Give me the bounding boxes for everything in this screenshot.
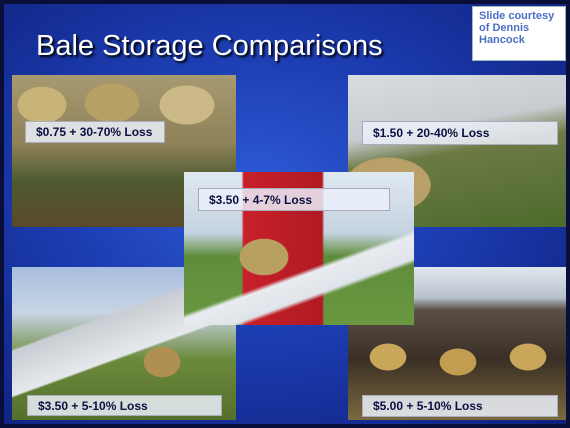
photo-label: $1.50 + 20-40% Loss <box>362 121 558 145</box>
courtesy-note: Slide courtesy of Dennis Hancock <box>472 6 566 61</box>
slide: Bale Storage Comparisons Slide courtesy … <box>0 0 570 428</box>
slide-title: Bale Storage Comparisons <box>36 30 383 63</box>
photo-label: $5.00 + 5-10% Loss <box>362 395 558 417</box>
photo-label: $3.50 + 4-7% Loss <box>198 188 390 211</box>
photo-label: $0.75 + 30-70% Loss <box>25 121 165 143</box>
photo-label: $3.50 + 5-10% Loss <box>27 395 222 416</box>
